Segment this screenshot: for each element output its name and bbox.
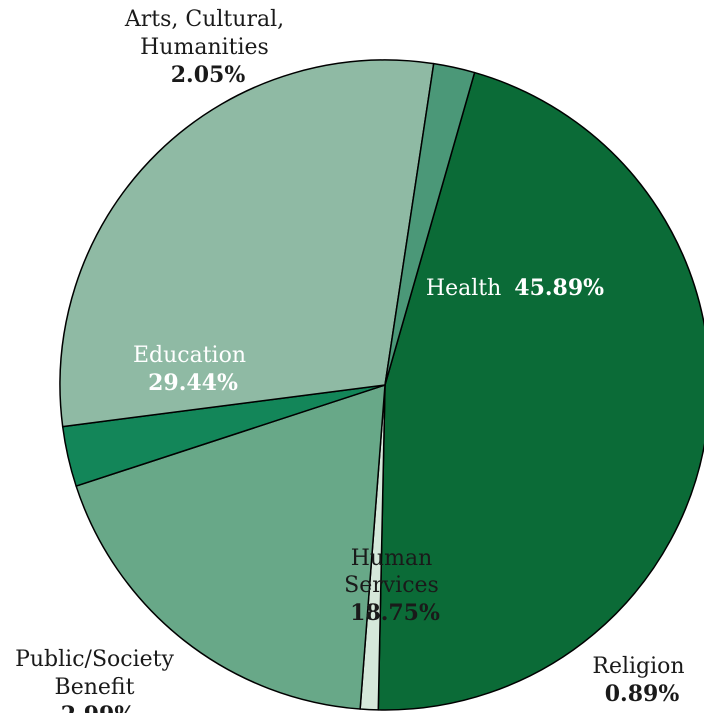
slice-education bbox=[59, 59, 435, 428]
label-human-services-value: 18.75% bbox=[350, 600, 440, 626]
label-health: Health 45.89% bbox=[426, 275, 604, 301]
label-health-name: Health bbox=[426, 276, 501, 301]
label-education-name: Education bbox=[133, 343, 246, 368]
label-arts-value: 2.05% bbox=[171, 62, 246, 88]
label-religion: Religion 0.89% bbox=[592, 654, 691, 707]
label-religion-value: 0.89% bbox=[605, 681, 680, 707]
label-health-value: 45.89% bbox=[514, 275, 604, 301]
label-human-services-line2: Services bbox=[344, 573, 439, 598]
label-public-society-value: 2.99% bbox=[61, 702, 136, 713]
label-arts-line1: Arts, Cultural, bbox=[124, 7, 284, 32]
label-human-services: Human Services 18.75% bbox=[344, 546, 446, 626]
slice-health bbox=[377, 71, 704, 711]
label-public-society-line2: Benefit bbox=[55, 675, 135, 700]
label-arts: Arts, Cultural, Humanities 2.05% bbox=[124, 7, 291, 88]
label-arts-line2: Humanities bbox=[140, 35, 269, 60]
label-public-society: Public/Society Benefit 2.99% bbox=[15, 647, 181, 713]
label-religion-name: Religion bbox=[592, 654, 684, 679]
label-human-services-line1: Human bbox=[351, 546, 433, 571]
pie-slices bbox=[59, 59, 704, 711]
slice-human-services bbox=[75, 384, 386, 710]
label-education: Education 29.44% bbox=[133, 343, 253, 396]
label-education-value: 29.44% bbox=[148, 370, 238, 396]
slice-arts bbox=[384, 62, 476, 386]
label-public-society-line1: Public/Society bbox=[15, 647, 174, 672]
